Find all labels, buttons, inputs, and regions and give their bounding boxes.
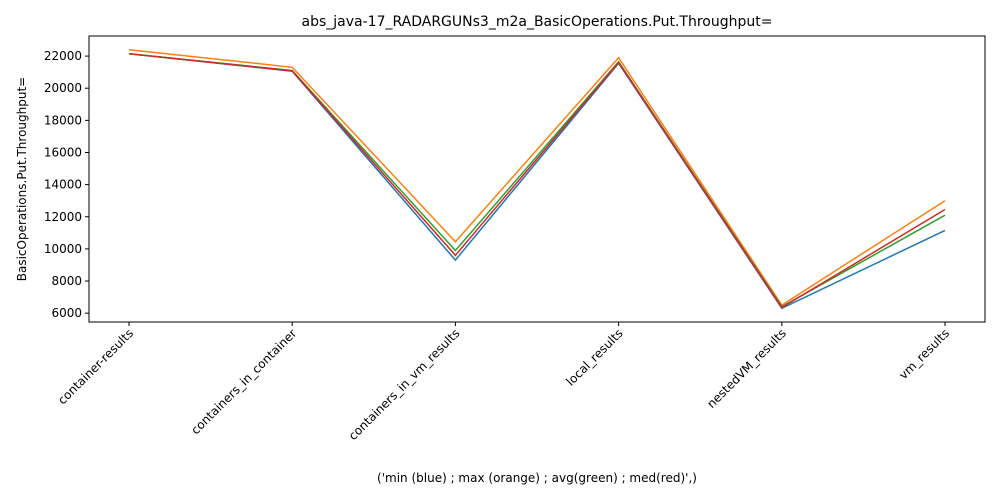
series-line-0 — [128, 52, 946, 310]
x-tick-label: containers_in_vm_results — [346, 326, 463, 443]
y-tick-label: 10000 — [44, 242, 82, 256]
y-tick-label: 14000 — [44, 178, 82, 192]
x-tick-label: container-results — [55, 326, 136, 407]
x-tick-label: local_results — [563, 326, 625, 388]
series-line-2 — [128, 52, 946, 308]
y-tick-label: 20000 — [44, 81, 82, 95]
y-axis: 6000 8000 10000 12000 14000 16000 18000 20000 22… — [44, 49, 89, 320]
x-axis-label: ('min (blue) ; max (orange) ; avg(green)… — [377, 471, 697, 485]
chart-title: abs_java-17_RADARGUNs3_m2a_BasicOperatio… — [302, 14, 773, 30]
y-tick-label: 12000 — [44, 210, 82, 224]
x-tick-label: vm_results — [896, 326, 952, 382]
y-tick-label: 22000 — [44, 49, 82, 63]
series-line-3 — [128, 52, 946, 309]
y-tick-label: 6000 — [51, 306, 82, 320]
series-line-1 — [128, 48, 946, 307]
x-tick-label: nestedVM_results — [704, 326, 789, 411]
y-tick-label: 18000 — [44, 113, 82, 127]
plot-frame — [88, 35, 986, 323]
x-tick-label: containers_in_container — [188, 326, 299, 437]
plot-series — [128, 48, 946, 310]
y-tick-label: 16000 — [44, 145, 82, 159]
x-axis: container-results containers_in_container… — [55, 322, 952, 443]
y-tick-label: 8000 — [51, 274, 82, 288]
y-axis-label: BasicOperations.Put.Throughput= — [15, 77, 29, 281]
